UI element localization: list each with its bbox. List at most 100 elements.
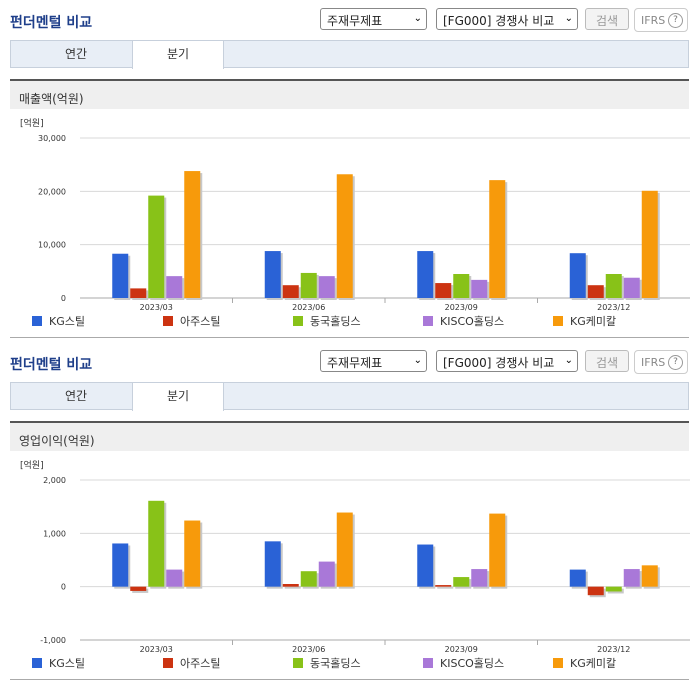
- bar: [300, 272, 317, 298]
- ifrs-label: IFRS: [641, 14, 666, 27]
- y-tick-label: 10,000: [38, 241, 66, 250]
- section-title: 펀더멘털 비교: [10, 15, 93, 31]
- tab-quarterly[interactable]: 분기: [132, 41, 224, 69]
- chevron-down-icon: ⌄: [564, 355, 573, 366]
- legend-swatch: [163, 316, 173, 326]
- section-title: 펀더멘털 비교: [10, 357, 93, 373]
- bar: [336, 512, 353, 587]
- help-icon: ?: [668, 355, 683, 370]
- bar: [471, 279, 488, 298]
- bar: [471, 569, 488, 587]
- help-icon: ?: [668, 13, 683, 28]
- legend-label: 아주스틸: [180, 315, 220, 328]
- chart-header: 영업이익(억원): [10, 421, 689, 451]
- period-tabs: 연간 분기: [10, 382, 689, 411]
- chevron-down-icon: ⌄: [564, 13, 573, 24]
- tab-annual[interactable]: 연간: [64, 47, 88, 61]
- tab-annual[interactable]: 연간: [64, 389, 88, 403]
- ifrs-help-button[interactable]: IFRS ?: [634, 350, 688, 374]
- legend-swatch: [553, 316, 563, 326]
- legend-label: 동국홀딩스: [310, 657, 361, 670]
- bar: [184, 520, 201, 587]
- bar: [489, 180, 506, 298]
- legend-label: KG스틸: [49, 315, 85, 328]
- tab-quarterly[interactable]: 분기: [132, 383, 224, 411]
- search-button[interactable]: 검색: [585, 8, 629, 30]
- x-tick-label: 2023/03: [140, 645, 173, 654]
- peer-group-select[interactable]: [FG000] 경쟁사 비교 ⌄: [436, 350, 578, 372]
- y-tick-label: 1,000: [43, 529, 66, 538]
- x-tick-label: 2023/06: [292, 303, 325, 312]
- bar: [489, 513, 506, 587]
- bar: [318, 561, 335, 587]
- x-tick-label: 2023/12: [597, 645, 630, 654]
- fundamental-section-revenue: 펀더멘털 비교 주재무제표 ⌄ [FG000] 경쟁사 비교 ⌄ 검색 IFRS…: [10, 8, 690, 340]
- y-tick-label: 0: [61, 583, 66, 592]
- statement-type-select[interactable]: 주재무제표 ⌄: [320, 350, 427, 372]
- y-tick-label: 30,000: [38, 134, 66, 143]
- bar: [417, 251, 434, 298]
- bar: [166, 569, 183, 587]
- bar: [130, 586, 147, 591]
- legend-label: KISCO홀딩스: [440, 657, 504, 670]
- chevron-down-icon: ⌄: [413, 13, 422, 24]
- bar: [282, 584, 299, 587]
- revenue-chart: [억원] 0 10,000 20,000 30,000 2023/03 2023/06 202…: [10, 110, 690, 340]
- bar: [417, 544, 434, 587]
- operating-profit-chart: [억원] -1,000 0 1,000 2,000 2023/03 2023/06 2023/…: [10, 452, 690, 682]
- bar: [336, 174, 353, 298]
- bar: [148, 195, 165, 298]
- bar: [587, 285, 604, 298]
- legend-swatch: [32, 658, 42, 668]
- legend-label: KISCO홀딩스: [440, 315, 504, 328]
- search-button[interactable]: 검색: [585, 350, 629, 372]
- chevron-down-icon: ⌄: [413, 355, 422, 366]
- bar: [641, 565, 658, 587]
- ifrs-help-button[interactable]: IFRS ?: [634, 8, 688, 32]
- operating-profit-chart-svg: [억원] -1,000 0 1,000 2,000 2023/03 2023/06 2023/…: [20, 459, 690, 670]
- bar: [166, 276, 183, 298]
- bar: [282, 285, 299, 298]
- bar-shadow: [284, 586, 301, 589]
- x-tick-label: 2023/12: [597, 303, 630, 312]
- bar: [264, 541, 281, 587]
- legend-swatch: [293, 316, 303, 326]
- legend-label: KG케미칼: [570, 315, 616, 328]
- bar: [112, 253, 129, 298]
- legend-swatch: [293, 658, 303, 668]
- divider: [10, 337, 689, 338]
- bar: [264, 251, 281, 298]
- x-tick-label: 2023/09: [445, 303, 478, 312]
- legend-label: KG스틸: [49, 657, 85, 670]
- bar: [641, 190, 658, 298]
- bar: [318, 276, 335, 298]
- legend-label: 아주스틸: [180, 657, 220, 670]
- x-tick-label: 2023/03: [140, 303, 173, 312]
- fundamental-section-operating-profit: 펀더멘털 비교 주재무제표 ⌄ [FG000] 경쟁사 비교 ⌄ 검색 IFRS…: [0, 342, 696, 684]
- legend-swatch: [423, 316, 433, 326]
- bar: [130, 288, 147, 298]
- bar: [605, 586, 622, 592]
- legend-swatch: [32, 316, 42, 326]
- ifrs-label: IFRS: [641, 356, 666, 369]
- legend-swatch: [163, 658, 173, 668]
- peer-group-select[interactable]: [FG000] 경쟁사 비교 ⌄: [436, 8, 578, 30]
- legend-swatch: [423, 658, 433, 668]
- x-tick-label: 2023/09: [445, 645, 478, 654]
- bar: [453, 577, 470, 587]
- statement-type-select[interactable]: 주재무제표 ⌄: [320, 8, 427, 30]
- legend-label: KG케미칼: [570, 657, 616, 670]
- period-tabs: 연간 분기: [10, 40, 689, 69]
- x-tick-label: 2023/06: [292, 645, 325, 654]
- peer-group-value: [FG000] 경쟁사 비교: [443, 356, 555, 370]
- divider: [10, 679, 689, 680]
- bar-shadow: [437, 587, 454, 589]
- bar: [435, 283, 452, 298]
- unit-label: [억원]: [20, 459, 44, 471]
- legend-label: 동국홀딩스: [310, 315, 361, 328]
- bar: [605, 274, 622, 298]
- chart-header: 매출액(억원): [10, 79, 689, 109]
- bar: [300, 571, 317, 587]
- bar: [435, 585, 452, 587]
- peer-group-value: [FG000] 경쟁사 비교: [443, 14, 555, 28]
